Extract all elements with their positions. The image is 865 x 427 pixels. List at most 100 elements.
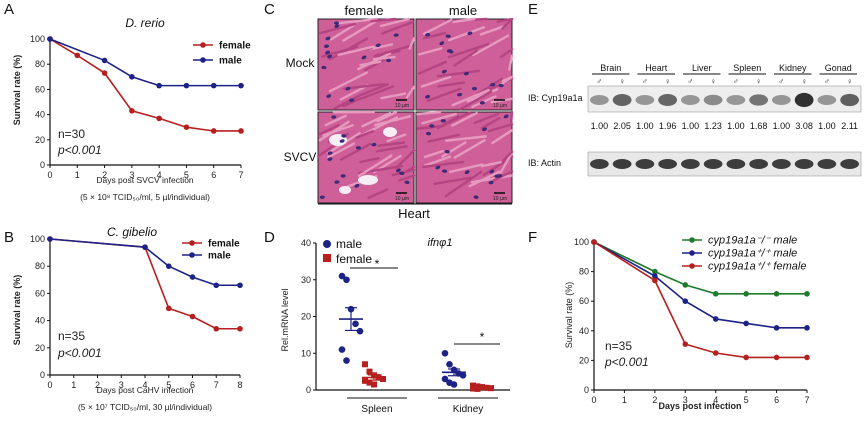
male-symbol: ♂: [687, 77, 693, 86]
actin-membrane: [587, 151, 862, 177]
band-ratio: 3.08: [795, 121, 813, 131]
x-tick-label: 2: [102, 170, 107, 180]
muscle-fiber: [448, 163, 484, 174]
actin-band: [794, 159, 814, 169]
actin-band: [703, 159, 723, 169]
actin-band: [658, 159, 677, 169]
panel-e-letter: E: [528, 1, 538, 18]
y-tick-label: 0: [40, 370, 45, 380]
x-tick-label: 0: [47, 170, 52, 180]
band-ratio: 1.00: [636, 121, 654, 131]
data-point: [591, 239, 597, 245]
muscle-fiber: [447, 26, 486, 42]
muscle-fiber: [319, 22, 357, 35]
legend-marker: [689, 263, 695, 269]
muscle-fiber: [333, 17, 379, 25]
scale-bar-label: 10 µm: [395, 196, 409, 202]
panel-b-letter: B: [4, 229, 14, 246]
nucleus: [467, 31, 473, 36]
x-tick-label: 0: [47, 380, 52, 390]
band-ratio: 1.00: [773, 121, 791, 131]
muscle-fiber: [452, 17, 476, 24]
legend-label: male: [219, 56, 242, 67]
data-point: [74, 52, 81, 59]
data-point: [712, 316, 719, 322]
legend-male-marker: [323, 240, 331, 248]
nucleus: [471, 86, 478, 91]
muscle-fiber: [423, 155, 452, 167]
cyp19a1a-band: [681, 95, 700, 105]
muscle-fiber: [453, 139, 486, 159]
muscle-fiber: [398, 174, 416, 182]
muscle-fiber: [499, 75, 514, 86]
x-tick-label: 6: [190, 380, 195, 390]
data-point: [142, 244, 148, 250]
nucleus: [498, 83, 504, 88]
nucleus: [479, 101, 485, 105]
nucleus: [375, 43, 381, 48]
nucleus: [448, 50, 454, 54]
muscle-fiber: [475, 77, 504, 96]
band-ratio: 2.11: [841, 121, 858, 131]
muscle-fiber: [386, 133, 407, 143]
series-line: [49, 38, 241, 87]
legend-marker: [200, 42, 206, 48]
y-tick-label: 10: [301, 348, 311, 358]
muscle-fiber: [361, 111, 392, 128]
data-point: [804, 325, 810, 331]
muscle-fiber: [499, 151, 514, 174]
nucleus: [361, 55, 367, 60]
scale-bar-label: 10 µm: [493, 196, 507, 202]
muscle-fiber: [328, 71, 369, 93]
data-point: [156, 82, 162, 89]
tissue-label: Liver: [692, 63, 712, 73]
nucleus: [425, 131, 432, 136]
legend-label: cyp19a1a⁺/⁺ female: [708, 261, 806, 273]
panel-d: D ifnφ1 Rel.mRNA level male female 0 10 20…: [264, 229, 510, 415]
tissue-label: Spleen: [733, 63, 761, 73]
data-point: [210, 128, 217, 134]
female-symbol: ♀: [710, 77, 716, 86]
category-label: Kidney: [453, 404, 484, 415]
muscle-fiber: [491, 128, 514, 145]
legend-male-label: male: [336, 237, 362, 251]
y-tick-label: 30: [301, 275, 311, 285]
muscle-fiber: [447, 42, 490, 59]
data-point: [183, 124, 190, 130]
data-point: [47, 236, 53, 242]
nucleus: [404, 180, 410, 185]
muscle-fiber: [451, 111, 478, 127]
panel-c-row-mock: Mock: [286, 56, 316, 70]
muscle-fiber: [418, 47, 443, 56]
muscle-fiber: [444, 170, 483, 198]
muscle-fiber: [342, 82, 386, 90]
data-point: [712, 350, 719, 356]
panel-b-xlabel: Days post CaHV infection: [97, 385, 194, 395]
muscle-fiber: [329, 22, 358, 41]
muscle-fiber: [380, 92, 407, 100]
x-tick-label: 7: [214, 380, 219, 390]
legend-label: cyp19a1a⁺/⁺ male: [708, 248, 797, 260]
x-tick-label: 3: [119, 380, 124, 390]
panel-c: C female male Mock SVCV Heart 10 µm 10 µm…: [264, 1, 514, 221]
data-point: [804, 291, 810, 297]
x-tick-label: 6: [774, 395, 779, 405]
panel-c-row-svcv: SVCV: [284, 150, 317, 164]
panel-a-n: n=30: [58, 127, 85, 141]
nucleus: [435, 165, 441, 170]
muscle-fiber: [472, 34, 510, 57]
male-point: [441, 349, 449, 357]
nucleus: [334, 180, 340, 184]
histology-grid: 10 µm 10 µm 10 µm 10 µm: [316, 17, 514, 204]
male-point: [338, 346, 346, 353]
panel-c-bottom-label: Heart: [398, 206, 430, 221]
male-point: [450, 381, 458, 388]
muscle-fiber: [453, 49, 478, 67]
cyp19a1a-band: [590, 95, 609, 105]
male-symbol: ♂: [778, 77, 784, 86]
nucleus: [441, 169, 448, 173]
muscle-fiber: [426, 87, 462, 103]
female-point: [366, 368, 373, 375]
data-point: [238, 128, 244, 134]
muscle-fiber: [379, 17, 410, 28]
